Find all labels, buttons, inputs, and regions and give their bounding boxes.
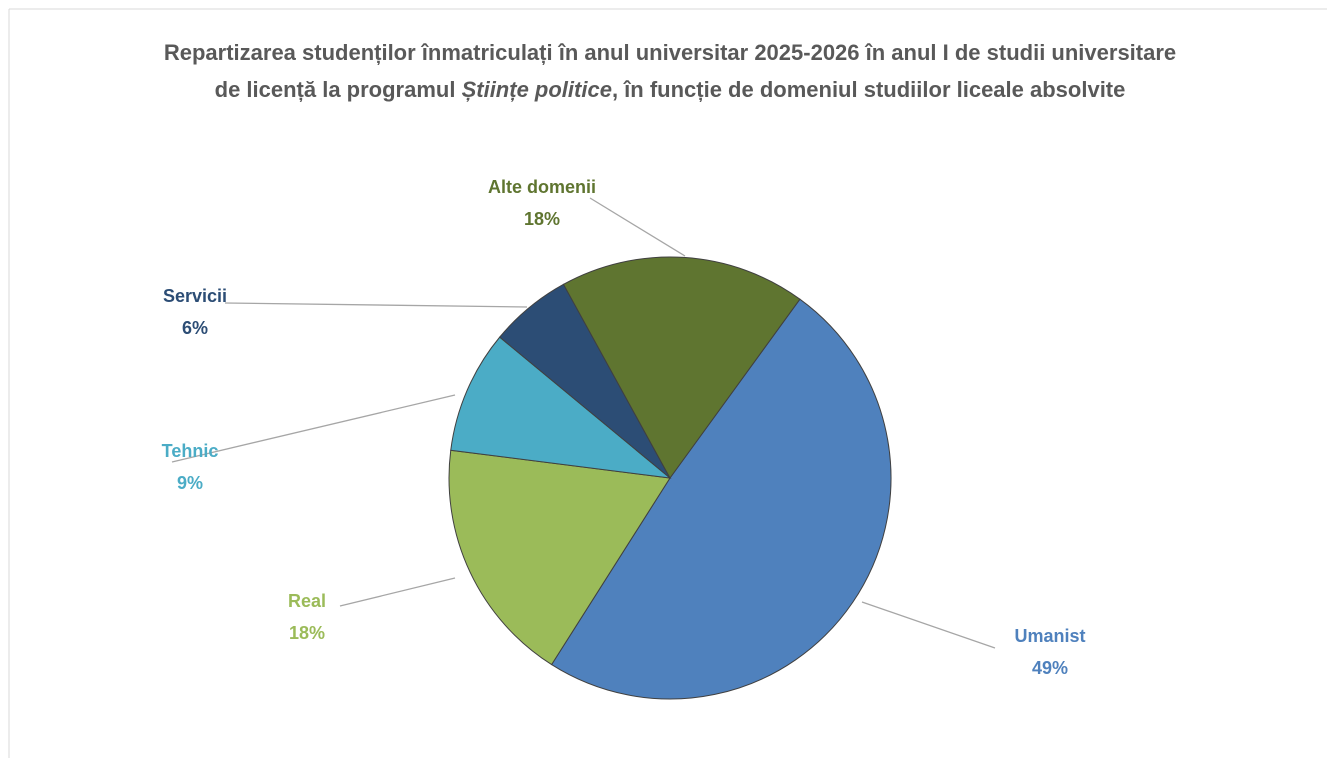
title-part: , în funcție de domeniul studiilor licea…: [611, 77, 1126, 102]
leader-line: [224, 302, 528, 308]
title-part: Științe politice: [461, 77, 612, 102]
data-label-name: Real: [288, 591, 326, 611]
data-label-value: 49%: [1032, 658, 1068, 678]
data-label-value: 9%: [177, 473, 203, 493]
pie-slice: [550, 298, 892, 700]
data-label-value: 18%: [289, 623, 325, 643]
leader-line: [861, 601, 996, 649]
data-label-name: Umanist: [1014, 626, 1085, 646]
pie-slice: [450, 336, 672, 479]
title-part: Repartizarea studenților înmatriculați î…: [163, 40, 1177, 102]
chart-title: Repartizarea studenților înmatriculați î…: [150, 34, 1190, 108]
leader-line: [339, 577, 456, 607]
leader-line: [171, 394, 456, 463]
data-label-value: 18%: [524, 209, 560, 229]
data-label-name: Alte domenii: [488, 177, 596, 197]
pie-slice: [562, 256, 801, 479]
pie-slice: [448, 449, 671, 666]
data-label-value: 6%: [182, 318, 208, 338]
leader-line: [589, 197, 686, 257]
data-label-name: Servicii: [163, 286, 227, 306]
data-label-name: Tehnic: [162, 441, 219, 461]
